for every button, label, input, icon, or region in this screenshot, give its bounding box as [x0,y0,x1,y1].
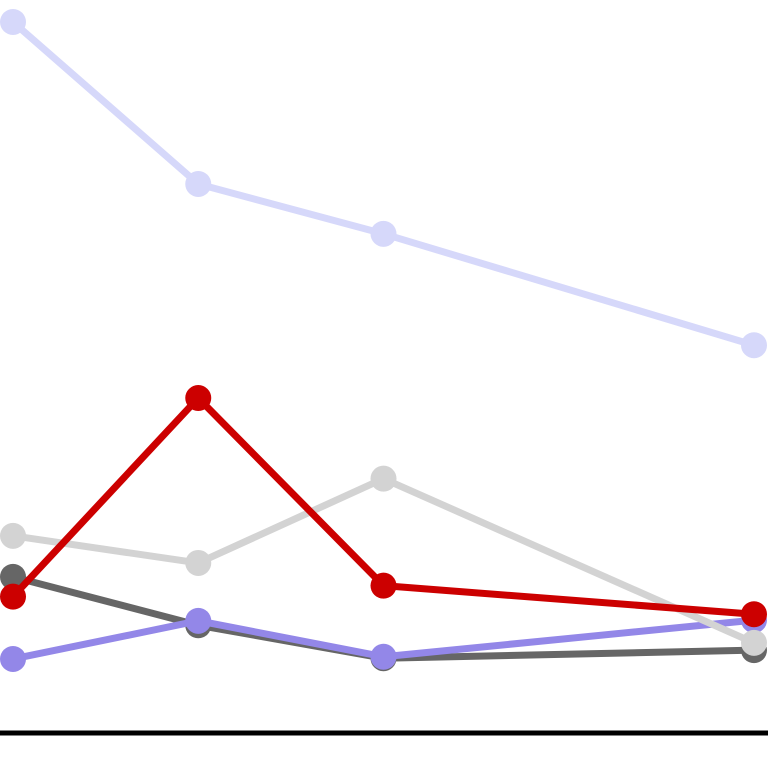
data-point [185,607,212,634]
series-line [12,616,755,663]
series-line [10,19,756,349]
data-point [0,522,26,549]
data-point [0,583,26,610]
data-point [741,629,767,656]
data-point [0,645,26,672]
series-line [12,475,756,647]
data-point [185,549,212,576]
series-line [10,394,755,618]
data-point [185,170,212,197]
data-point [741,601,767,628]
data-point [370,572,397,599]
data-point [370,465,397,492]
series-4 [0,385,767,628]
data-point [0,563,26,590]
data-point [185,385,212,412]
series-3 [0,465,767,656]
series-2 [0,607,767,672]
series-0 [0,8,767,359]
data-point [741,332,767,359]
data-point [370,220,397,247]
series-layer [0,8,767,672]
data-point [0,8,26,35]
data-point [370,643,397,670]
